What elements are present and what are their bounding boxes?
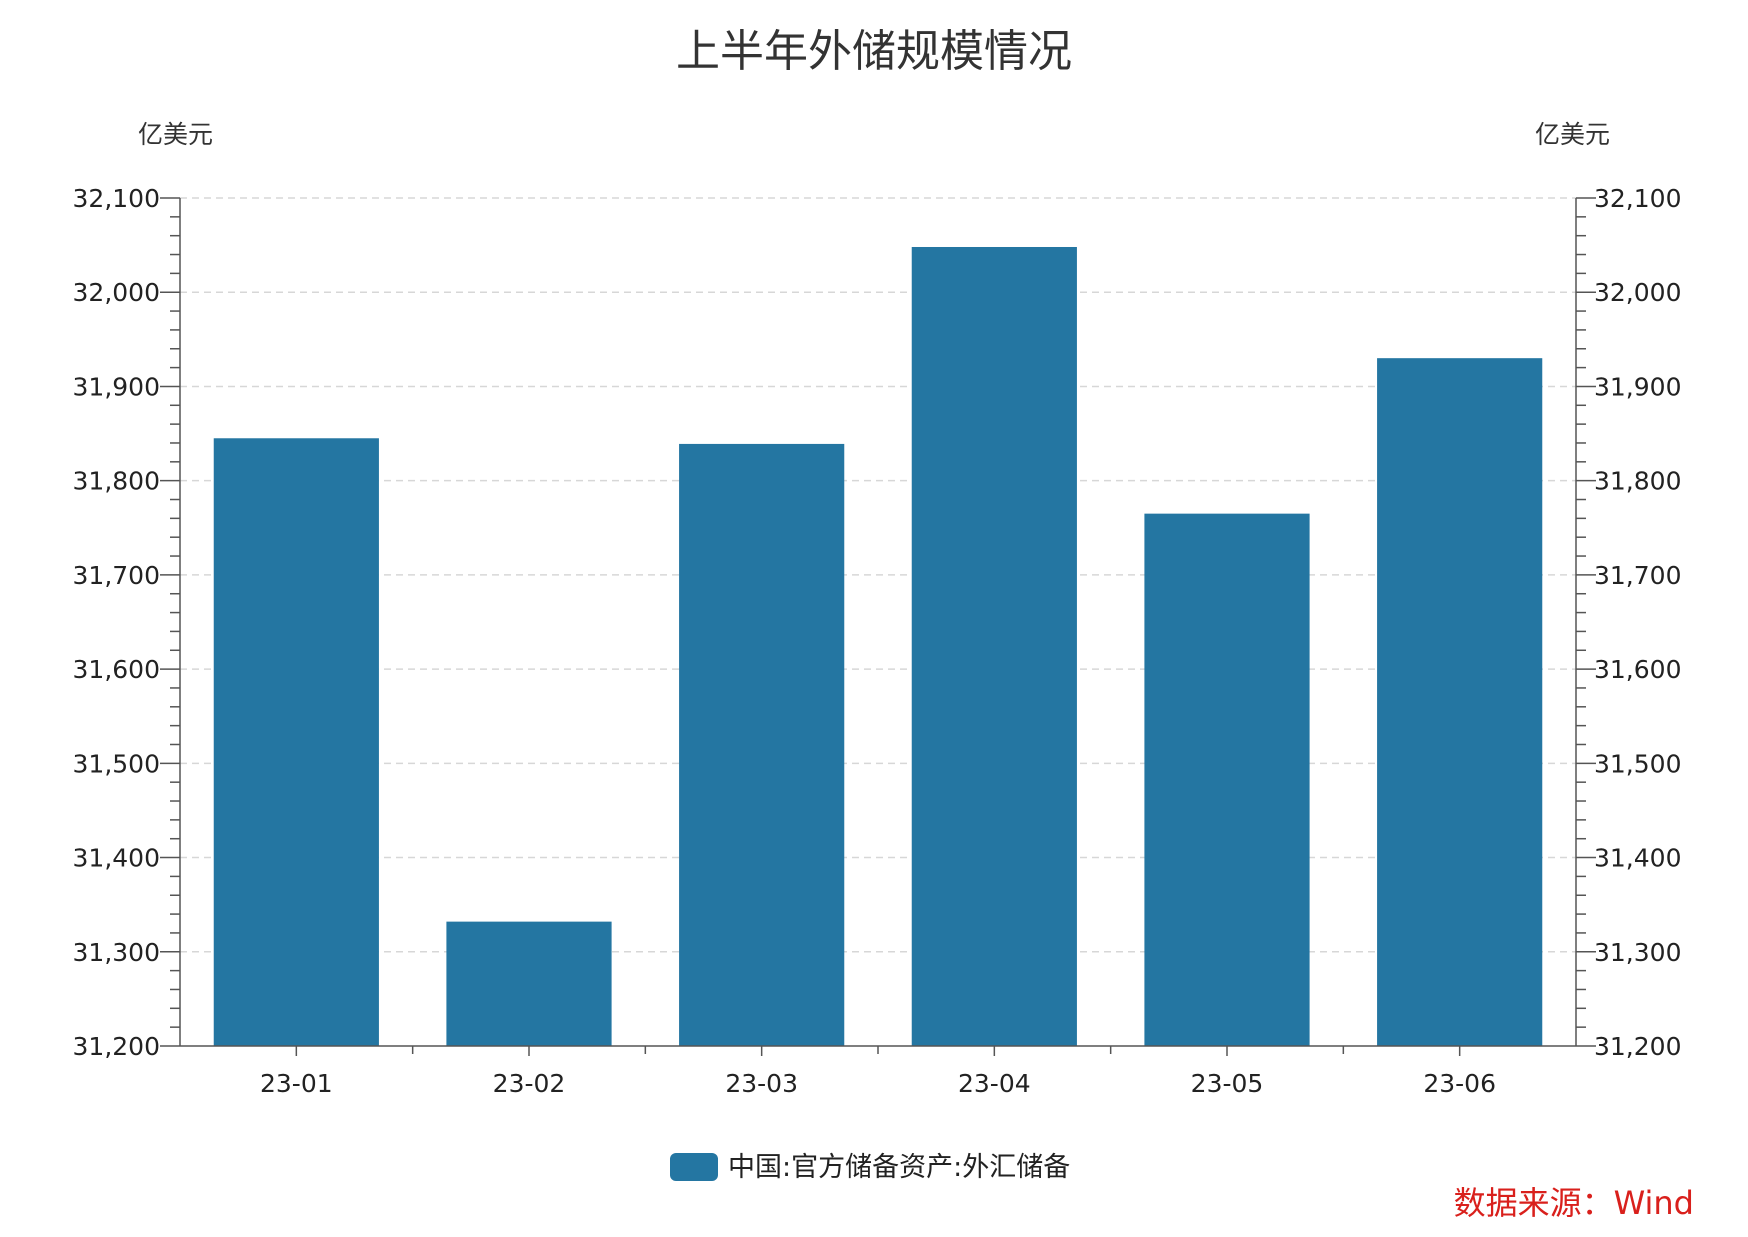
bar-23-06 xyxy=(1377,358,1543,1047)
left-tick-label: 31,200 xyxy=(73,1032,160,1061)
right-tick-label: 31,500 xyxy=(1594,749,1681,778)
right-tick-label: 31,300 xyxy=(1594,938,1681,967)
x-tick-label: 23-06 xyxy=(1423,1069,1496,1098)
left-tick-label: 32,000 xyxy=(73,278,160,307)
source-note: 数据来源：Wind xyxy=(1454,1184,1694,1222)
bar-23-04 xyxy=(911,246,1077,1047)
left-tick-label: 31,400 xyxy=(73,844,160,873)
x-tick-labels: 23-01 23-02 23-03 23-04 23-05 23-06 xyxy=(260,1069,1496,1098)
x-tick-label: 23-05 xyxy=(1191,1069,1264,1098)
right-tick-label: 32,100 xyxy=(1594,184,1681,213)
legend-label: 中国:官方储备资产:外汇储备 xyxy=(728,1152,1070,1183)
right-tick-label: 31,800 xyxy=(1594,467,1681,496)
x-tick-label: 23-01 xyxy=(260,1069,333,1098)
right-tick-label: 31,400 xyxy=(1594,844,1681,873)
x-tick-label: 23-02 xyxy=(493,1069,566,1098)
left-tick-label: 31,300 xyxy=(73,938,160,967)
right-tick-label: 31,900 xyxy=(1594,372,1681,401)
axes xyxy=(160,197,1596,1056)
right-tick-label: 31,600 xyxy=(1594,655,1681,684)
left-tick-label: 31,500 xyxy=(73,749,160,778)
left-tick-label: 31,900 xyxy=(73,372,160,401)
bars xyxy=(213,246,1543,1047)
left-tick-label: 31,700 xyxy=(73,561,160,590)
legend-swatch xyxy=(670,1153,718,1181)
x-tick-label: 23-04 xyxy=(958,1069,1031,1098)
left-tick-label: 31,800 xyxy=(73,467,160,496)
right-tick-label: 32,000 xyxy=(1594,278,1681,307)
gridlines xyxy=(180,197,1576,953)
x-tick-label: 23-03 xyxy=(725,1069,798,1098)
left-tick-labels: 31,200 31,300 31,400 31,500 31,600 31,700 31,8… xyxy=(73,184,160,1061)
right-tick-label: 31,200 xyxy=(1594,1032,1681,1061)
bar-23-05 xyxy=(1144,513,1310,1046)
left-tick-label: 32,100 xyxy=(73,184,160,213)
left-axis-unit: 亿美元 xyxy=(138,120,213,149)
legend: 中国:官方储备资产:外汇储备 xyxy=(670,1152,1070,1183)
chart-title: 上半年外储规模情况 xyxy=(676,26,1072,77)
left-tick-label: 31,600 xyxy=(73,655,160,684)
bar-23-03 xyxy=(679,443,845,1046)
bar-23-02 xyxy=(446,921,612,1046)
right-tick-labels: 31,200 31,300 31,400 31,500 31,600 31,700 31,8… xyxy=(1594,184,1681,1061)
right-tick-label: 31,700 xyxy=(1594,561,1681,590)
bar-23-01 xyxy=(213,438,379,1046)
right-axis-unit: 亿美元 xyxy=(1535,120,1610,149)
